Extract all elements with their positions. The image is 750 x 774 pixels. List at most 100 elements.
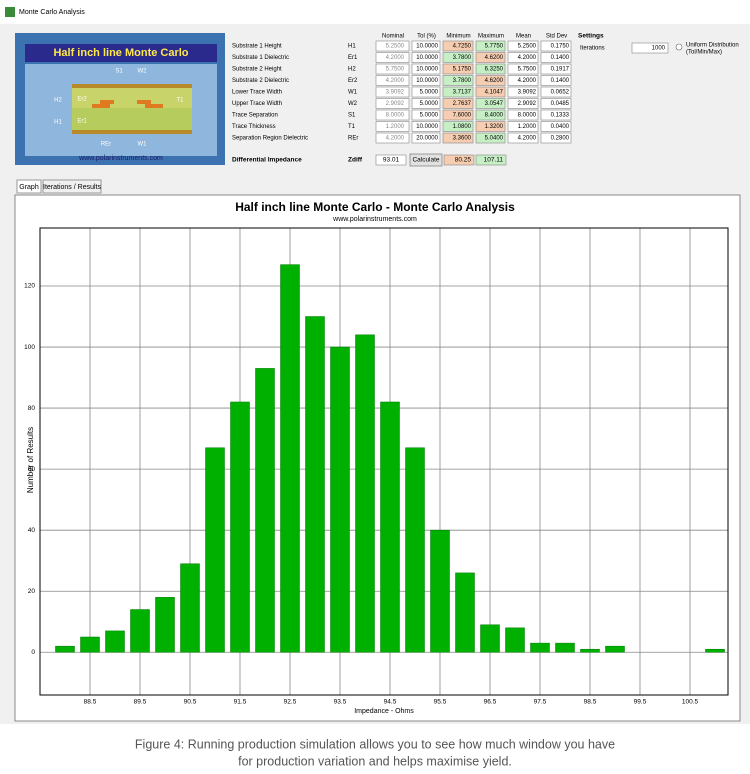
cell-value: 4.6200 — [485, 78, 504, 84]
cell-value[interactable]: 2.9092 — [386, 101, 405, 107]
cell-value[interactable]: 10.0000 — [416, 78, 438, 84]
bar — [330, 346, 350, 653]
parameter-name: Substrate 1 Dielectric — [232, 55, 289, 61]
cell-value: 4.6200 — [485, 55, 504, 61]
impedance-max-box — [475, 154, 507, 166]
cell-value: 4.2000 — [518, 78, 537, 84]
cell-value[interactable]: 5.0000 — [420, 90, 439, 96]
bar — [80, 636, 100, 653]
iterations-box[interactable] — [631, 42, 669, 54]
tab[interactable] — [16, 179, 42, 194]
diagram-title-bg — [25, 44, 217, 62]
impedance-value: 93.01 — [383, 157, 400, 164]
cell-box — [540, 109, 572, 121]
x-tick-label: 98.5 — [584, 699, 597, 706]
cell-box[interactable] — [411, 75, 441, 86]
parameter-name: Substrate 2 Dielectric — [232, 78, 289, 84]
bar — [705, 648, 725, 653]
cell-value: 5.0400 — [485, 136, 504, 142]
bar — [380, 401, 400, 653]
calculate-button[interactable] — [409, 153, 443, 167]
tab-label[interactable]: Graph — [19, 184, 39, 191]
cell-value[interactable]: 8.0000 — [386, 113, 405, 119]
impedance-max: 107.11 — [484, 157, 504, 164]
cell-value[interactable]: 10.0000 — [416, 67, 438, 73]
cell-box — [475, 40, 506, 52]
bar — [605, 645, 625, 653]
parameter-symbol: H1 — [348, 44, 356, 50]
cell-value[interactable]: 3.9092 — [386, 90, 405, 96]
cell-box — [475, 109, 506, 121]
parameter-name: Trace Thickness — [232, 124, 276, 130]
cell-value[interactable]: 5.0000 — [420, 101, 439, 107]
cell-box — [475, 63, 506, 75]
cell-box[interactable] — [375, 86, 410, 98]
chart-subtitle: www.polarinstruments.com — [332, 216, 417, 223]
x-axis-label: Impedance - Ohms — [354, 708, 414, 715]
cell-box[interactable] — [375, 109, 410, 121]
cell-box — [540, 121, 572, 132]
tab[interactable] — [42, 179, 102, 194]
cell-box[interactable] — [375, 40, 410, 52]
cell-box[interactable] — [375, 98, 410, 109]
cell-box[interactable] — [375, 63, 410, 75]
cell-value: 6.3250 — [485, 67, 504, 73]
cell-value[interactable]: 4.2000 — [386, 136, 405, 142]
cell-value[interactable]: 5.7500 — [386, 67, 405, 73]
tab-label[interactable]: Iterations / Results — [43, 184, 101, 191]
parameter-name: Trace Separation — [232, 113, 278, 119]
x-tick-label: 89.5 — [134, 699, 147, 706]
column-header: Mean — [516, 34, 531, 40]
cell-box[interactable] — [375, 75, 410, 86]
cell-value: 5.7500 — [518, 67, 537, 73]
plot-frame — [39, 227, 729, 696]
cell-value[interactable]: 1.2000 — [386, 124, 405, 130]
cell-value[interactable]: 10.0000 — [416, 55, 438, 61]
cell-value[interactable]: 4.2000 — [386, 78, 405, 84]
cell-value[interactable]: 20.0000 — [416, 136, 438, 142]
column-header: Maximum — [478, 34, 504, 40]
cell-box — [507, 75, 539, 86]
cell-box[interactable] — [375, 132, 410, 144]
cell-box — [475, 86, 506, 98]
cell-value[interactable]: 4.2000 — [386, 55, 405, 61]
cell-box — [442, 63, 474, 75]
cell-box[interactable] — [411, 52, 441, 63]
cell-box — [507, 52, 539, 63]
radio-button[interactable] — [675, 43, 683, 51]
cell-value: 0.1917 — [551, 67, 570, 73]
cell-box — [540, 86, 572, 98]
impedance-label: Differential Impedance — [232, 157, 302, 164]
bar — [430, 529, 450, 653]
distribution-label: Uniform Distribution — [686, 43, 739, 49]
iterations-value[interactable]: 1000 — [652, 46, 666, 52]
cell-box[interactable] — [411, 109, 441, 121]
caption: for production variation and helps maxim… — [238, 754, 512, 768]
impedance-min: 80.25 — [455, 157, 472, 164]
cell-box — [507, 40, 539, 52]
cell-box[interactable] — [411, 86, 441, 98]
cell-value: 0.0485 — [551, 101, 570, 107]
diagram-label: Er2 — [77, 97, 87, 103]
cell-value: 5.7750 — [485, 44, 504, 50]
cell-box — [442, 98, 474, 109]
cell-value[interactable]: 5.0000 — [420, 113, 439, 119]
cell-value[interactable]: 10.0000 — [416, 44, 438, 50]
cell-box — [507, 121, 539, 132]
cell-box[interactable] — [411, 98, 441, 109]
cell-value: 2.9092 — [518, 101, 537, 107]
diagram-label: W2 — [138, 69, 148, 75]
cell-value[interactable]: 5.2500 — [386, 44, 405, 50]
cell-box — [507, 98, 539, 109]
cell-box[interactable] — [411, 132, 441, 144]
cell-box[interactable] — [375, 52, 410, 63]
cell-box[interactable] — [411, 40, 441, 52]
x-tick-label: 100.5 — [682, 699, 699, 706]
diagram-label: H1 — [54, 120, 62, 126]
cell-value[interactable]: 10.0000 — [416, 124, 438, 130]
calculate-label[interactable]: Calculate — [412, 157, 439, 164]
cell-box[interactable] — [411, 121, 441, 132]
cell-box[interactable] — [411, 63, 441, 75]
cell-box[interactable] — [375, 121, 410, 132]
parameter-symbol: S1 — [348, 113, 356, 119]
